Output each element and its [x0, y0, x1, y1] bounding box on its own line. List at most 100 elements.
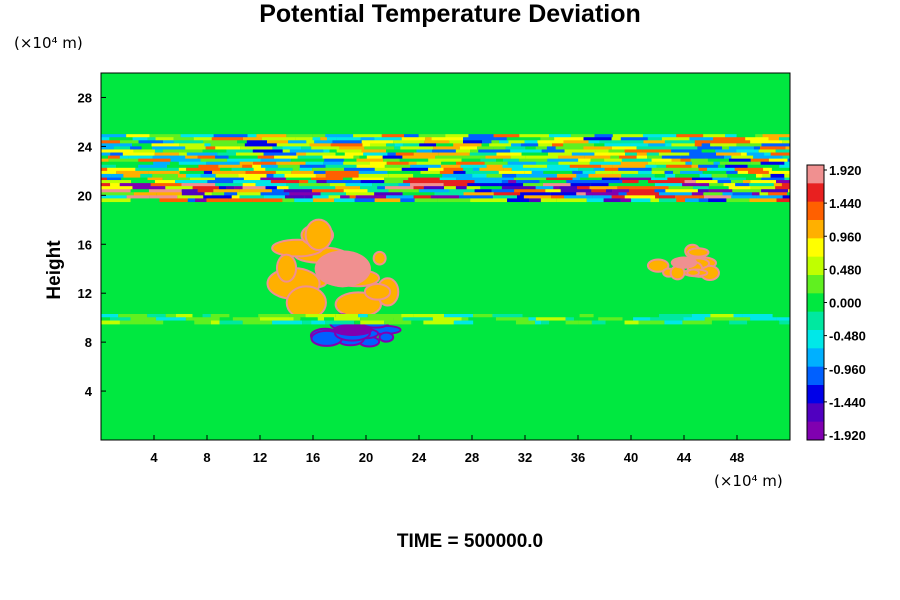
feature-streak: [402, 155, 436, 160]
feature-streak: [101, 158, 109, 163]
feature-streak: [760, 146, 786, 151]
feature-streak: [312, 189, 344, 193]
feature-streak: [736, 143, 762, 147]
feature-streak: [619, 176, 652, 181]
colorbar-label: 0.000: [829, 296, 862, 311]
feature-streak: [178, 167, 187, 172]
feature-streak: [601, 176, 620, 181]
feature-streak: [186, 152, 218, 157]
feature-streak: [316, 180, 327, 184]
feature-streak: [413, 313, 445, 318]
feature-streak: [540, 198, 557, 203]
feature-streak: [423, 186, 445, 190]
feature-streak: [315, 173, 326, 178]
feature-streak: [725, 164, 748, 169]
feature-streak: [673, 170, 681, 175]
feature-streak: [611, 195, 625, 199]
feature-streak: [242, 186, 266, 190]
feature-streak: [226, 149, 253, 154]
feature-blob: [372, 250, 387, 266]
feature-streak: [711, 173, 728, 178]
feature-streak: [486, 164, 503, 169]
feature-streak: [729, 320, 748, 325]
feature-streak: [229, 313, 259, 318]
feature-streak: [439, 170, 454, 175]
feature-streak: [384, 164, 411, 169]
feature-streak: [147, 313, 166, 318]
feature-streak: [119, 140, 139, 144]
feature-streak: [423, 320, 454, 325]
feature-streak: [398, 183, 411, 187]
feature-streak: [369, 161, 387, 166]
feature-streak: [101, 170, 117, 175]
feature-streak: [655, 161, 686, 166]
feature-streak: [343, 189, 368, 193]
feature-streak: [572, 176, 581, 181]
feature-streak: [710, 143, 737, 147]
feature-streak: [516, 173, 531, 178]
feature-streak: [198, 164, 219, 169]
feature-streak: [101, 189, 131, 193]
feature-streak: [775, 149, 790, 154]
feature-streak: [560, 189, 592, 193]
feature-streak: [782, 140, 790, 144]
feature-streak: [344, 152, 364, 157]
feature-streak: [482, 140, 492, 144]
feature-streak: [219, 320, 243, 325]
feature-streak: [266, 173, 274, 178]
feature-streak: [525, 146, 536, 151]
feature-streak: [228, 198, 253, 203]
feature-streak: [203, 195, 232, 199]
feature-streak: [173, 137, 194, 141]
feature-streak: [290, 158, 325, 163]
feature-streak: [569, 164, 601, 169]
feature-streak: [431, 137, 464, 141]
feature-streak: [186, 167, 221, 172]
feature-streak: [325, 173, 359, 178]
colorbar-swatch: [807, 220, 824, 239]
feature-streak: [594, 152, 626, 157]
feature-streak: [580, 176, 602, 181]
feature-streak: [499, 183, 524, 187]
feature-streak: [713, 161, 720, 166]
feature-streak: [694, 143, 702, 147]
feature-streak: [481, 143, 490, 147]
feature-streak: [311, 320, 326, 325]
feature-streak: [491, 140, 500, 144]
feature-streak: [258, 313, 290, 318]
feature-streak: [194, 170, 204, 175]
feature-streak: [408, 161, 417, 166]
feature-streak: [202, 149, 227, 154]
feature-streak: [762, 134, 790, 138]
plot-frame: [100, 72, 791, 441]
feature-streak: [579, 313, 594, 318]
feature-streak: [588, 173, 622, 178]
feature-streak: [154, 149, 163, 154]
feature-streak: [768, 192, 788, 196]
feature-streak: [141, 146, 153, 151]
feature-streak: [621, 158, 643, 163]
feature-streak: [731, 180, 743, 184]
feature-streak: [484, 161, 508, 166]
feature-streak: [656, 164, 667, 169]
feature-streak: [437, 198, 471, 203]
feature-streak: [228, 155, 258, 160]
feature-streak: [234, 186, 243, 190]
feature-streak: [449, 140, 464, 144]
feature-streak: [276, 161, 306, 166]
feature-streak: [503, 167, 512, 172]
feature-streak: [598, 317, 623, 322]
x-tick-label: 24: [412, 450, 427, 465]
feature-streak: [474, 180, 502, 184]
feature-streak: [654, 173, 666, 178]
feature-streak: [779, 164, 790, 169]
feature-streak: [756, 173, 763, 178]
feature-streak: [507, 161, 536, 166]
feature-streak: [511, 143, 521, 147]
feature-streak: [242, 183, 256, 187]
feature-streak: [502, 158, 519, 163]
feature-streak: [761, 189, 789, 193]
feature-streak: [235, 152, 264, 157]
feature-streak: [360, 180, 385, 184]
feature-streak: [753, 146, 761, 151]
